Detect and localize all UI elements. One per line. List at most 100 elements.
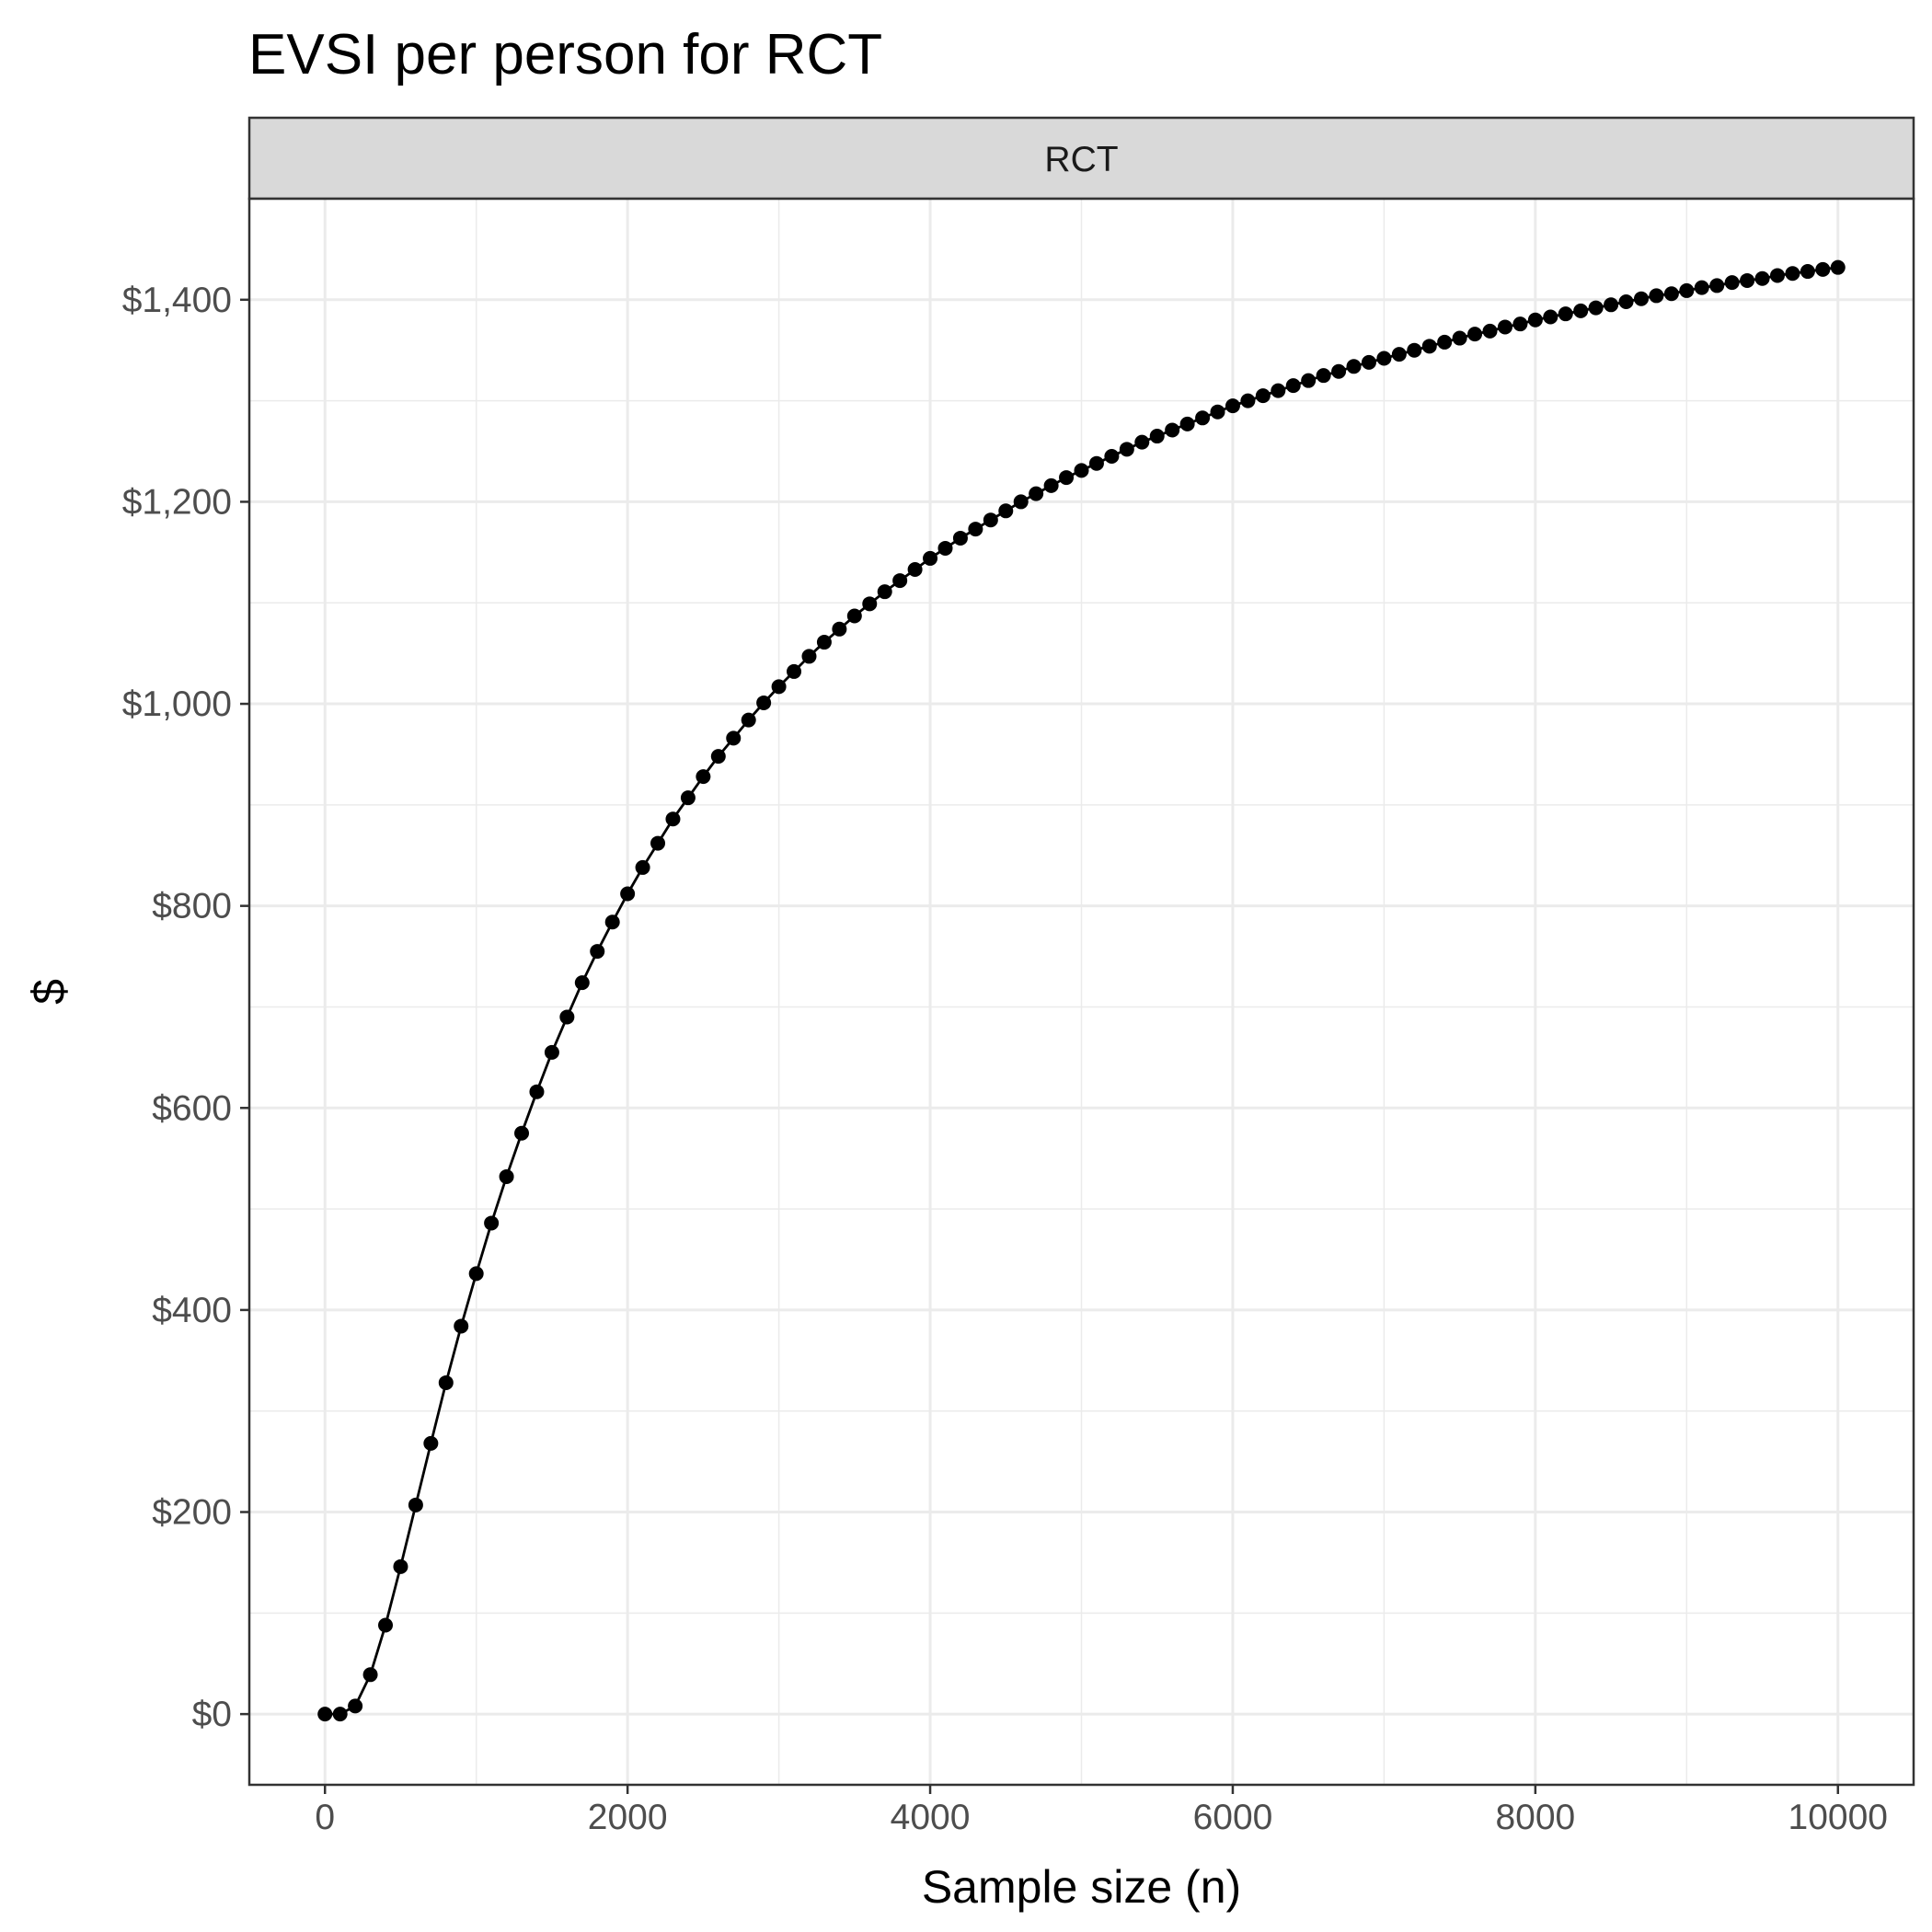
data-point	[1013, 494, 1029, 510]
data-point	[1800, 264, 1815, 280]
data-point	[862, 596, 878, 612]
data-point	[1754, 270, 1770, 286]
data-point	[454, 1318, 469, 1334]
data-point	[1240, 393, 1256, 408]
data-point	[1452, 330, 1467, 346]
x-tick-label: 0	[315, 1798, 335, 1837]
data-point	[590, 944, 605, 960]
data-point	[1573, 303, 1589, 318]
data-point	[787, 663, 802, 679]
data-point	[756, 695, 772, 710]
data-point	[620, 886, 636, 902]
data-point	[544, 1044, 559, 1060]
data-point	[1134, 434, 1150, 450]
data-point	[1618, 294, 1634, 310]
data-point	[1225, 398, 1240, 414]
data-point	[499, 1168, 514, 1184]
data-point	[514, 1125, 530, 1141]
y-tick-label: $0	[192, 1695, 232, 1734]
data-point	[1679, 282, 1695, 298]
data-point	[937, 540, 953, 556]
x-tick-label: 4000	[891, 1798, 971, 1837]
data-point	[1785, 266, 1800, 282]
data-point	[846, 608, 862, 624]
major-gridlines	[249, 199, 1914, 1785]
data-point	[1301, 373, 1317, 388]
data-point	[332, 1707, 348, 1722]
data-point	[1391, 347, 1407, 362]
data-point	[1709, 278, 1725, 293]
data-point	[1604, 297, 1619, 313]
data-point	[1421, 339, 1437, 354]
data-point	[1769, 268, 1785, 283]
data-point	[892, 573, 908, 589]
data-point	[1649, 288, 1664, 304]
data-point	[348, 1698, 363, 1714]
data-point	[438, 1374, 454, 1390]
data-point	[952, 530, 968, 546]
data-point	[393, 1558, 408, 1574]
data-point	[696, 769, 711, 785]
data-point	[1149, 429, 1165, 444]
data-point	[1663, 286, 1679, 302]
data-point	[1271, 383, 1286, 398]
data-point	[816, 635, 832, 650]
data-point	[726, 730, 742, 746]
x-tick-label: 10000	[1788, 1798, 1888, 1837]
data-point	[801, 649, 817, 664]
data-point	[529, 1084, 545, 1099]
data-point	[665, 811, 681, 827]
x-tick-label: 2000	[588, 1798, 668, 1837]
data-point	[1165, 422, 1180, 438]
y-axis-title: $	[23, 979, 75, 1005]
data-point	[1740, 272, 1755, 288]
chart-title: EVSI per person for RCT	[248, 23, 882, 86]
data-point	[1815, 261, 1831, 277]
data-point	[1210, 404, 1225, 420]
facet-label: RCT	[1044, 140, 1118, 179]
data-point	[423, 1435, 439, 1451]
data-point	[378, 1617, 394, 1633]
data-point	[1104, 449, 1120, 465]
data-point	[1316, 368, 1331, 384]
data-point	[741, 712, 756, 728]
x-axis-title: Sample size (n)	[922, 1861, 1241, 1913]
data-point	[832, 621, 847, 637]
data-point	[998, 503, 1014, 519]
data-point	[1482, 323, 1498, 339]
series-layer	[317, 259, 1846, 1722]
data-point	[1376, 351, 1392, 366]
data-point	[484, 1215, 500, 1231]
data-point	[1043, 477, 1059, 493]
data-point	[1437, 334, 1453, 350]
x-axis: 0 2000 4000 6000 8000 10000	[315, 1785, 1888, 1837]
data-point	[771, 679, 787, 695]
y-tick-label: $200	[152, 1493, 232, 1533]
data-point	[468, 1266, 484, 1282]
data-point	[1467, 327, 1483, 342]
data-point	[983, 512, 998, 528]
data-point	[1633, 291, 1649, 306]
data-point	[650, 835, 666, 851]
y-tick-label: $1,200	[122, 482, 232, 522]
data-point	[1119, 442, 1134, 457]
data-point	[1724, 275, 1740, 291]
data-point	[408, 1497, 423, 1512]
data-point	[1543, 309, 1558, 325]
data-point	[1179, 416, 1195, 431]
data-point	[635, 859, 650, 875]
data-point	[1285, 378, 1301, 394]
panel-border	[247, 197, 1915, 1787]
data-point	[968, 522, 983, 537]
data-point	[1074, 463, 1089, 478]
data-point	[1527, 312, 1543, 328]
data-point	[1361, 354, 1376, 370]
data-point	[317, 1707, 333, 1722]
data-point	[1255, 388, 1271, 404]
data-point	[604, 914, 620, 930]
data-point	[1346, 359, 1362, 374]
data-point	[1497, 319, 1512, 335]
data-point	[1059, 470, 1075, 486]
data-point	[1512, 316, 1528, 332]
